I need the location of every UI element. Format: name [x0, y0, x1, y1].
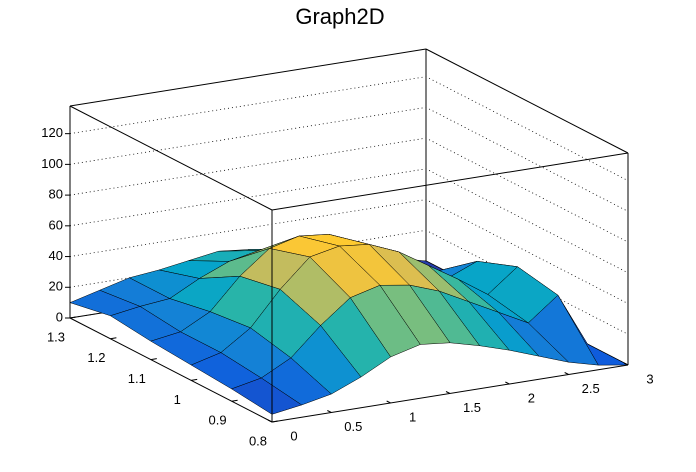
x-tick-label: 0: [290, 428, 297, 443]
x-tick: [327, 410, 332, 413]
z-tick-label: 100: [41, 156, 63, 171]
x-tick-label: 1.5: [463, 400, 481, 415]
y-tick-label: 1.1: [128, 371, 146, 386]
box-edge: [69, 48, 427, 107]
y-tick: [110, 337, 117, 340]
x-tick: [505, 381, 510, 385]
y-tick-label: 0.8: [249, 433, 267, 448]
y-tick: [231, 399, 238, 402]
y-tick-label: 1.3: [47, 329, 65, 344]
box-edge: [69, 317, 273, 423]
y-tick-label: 1.2: [87, 350, 105, 365]
grid-line: [69, 106, 629, 212]
x-tick-label: 2.5: [582, 381, 600, 396]
grid-line: [69, 137, 629, 243]
box-edge: [271, 152, 629, 211]
x-tick: [445, 391, 451, 394]
x-tick-label: 3: [646, 371, 653, 386]
box-edge: [69, 105, 273, 211]
x-tick: [267, 419, 273, 423]
z-tick-label: 60: [49, 217, 63, 232]
z-tick-label: 80: [49, 187, 63, 202]
grid-line: [69, 199, 629, 304]
x-tick: [564, 372, 569, 375]
y-tick: [191, 378, 198, 381]
z-tick-label: 20: [49, 279, 63, 294]
x-tick: [623, 362, 629, 366]
z-tick-label: 120: [41, 125, 63, 140]
z-tick-label: 40: [49, 248, 63, 263]
x-tick-label: 1: [409, 409, 416, 424]
y-tick-label: 0.9: [209, 413, 227, 428]
y-tick-label: 1: [174, 392, 181, 407]
surface-cell: [231, 377, 303, 415]
y-tick: [150, 358, 157, 361]
x-tick: [386, 400, 391, 404]
box-edge: [425, 48, 629, 154]
x-tick-label: 0.5: [344, 419, 362, 434]
grid-line: [69, 168, 629, 274]
x-tick-label: 2: [528, 390, 535, 405]
y-tick: [69, 316, 77, 319]
chart-title: Graph2D: [295, 4, 384, 29]
y-tick: [271, 420, 279, 423]
z-tick-label: 0: [56, 309, 63, 324]
grid-line: [69, 76, 629, 182]
